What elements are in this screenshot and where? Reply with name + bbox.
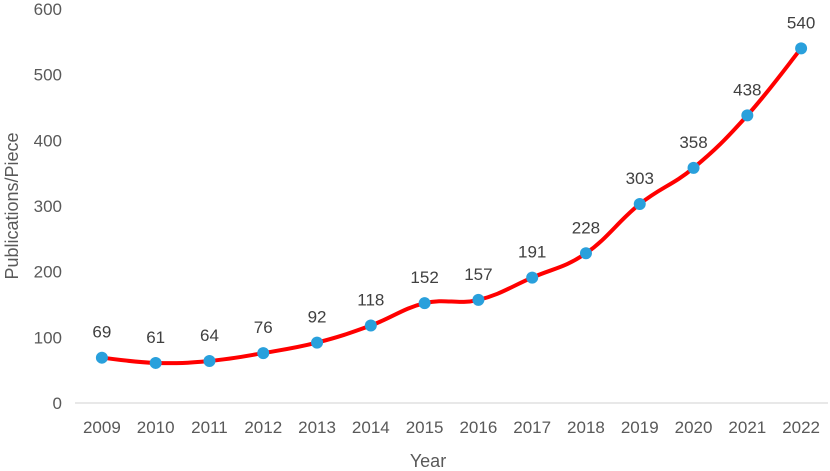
data-label: 76 xyxy=(254,318,273,337)
data-label: 303 xyxy=(626,169,654,188)
x-tick-label: 2009 xyxy=(83,418,121,437)
x-axis-title: Year xyxy=(410,451,446,471)
data-label: 92 xyxy=(308,308,327,327)
y-tick-label: 100 xyxy=(34,328,62,347)
data-label: 64 xyxy=(200,326,219,345)
data-point xyxy=(633,198,646,211)
y-tick-label: 600 xyxy=(34,0,62,19)
data-label: 61 xyxy=(146,328,165,347)
x-tick-label: 2021 xyxy=(728,418,766,437)
data-label: 191 xyxy=(518,243,546,262)
x-tick-label: 2014 xyxy=(352,418,390,437)
data-point xyxy=(203,354,216,367)
x-tick-label: 2010 xyxy=(137,418,175,437)
x-tick-label: 2013 xyxy=(298,418,336,437)
x-tick-label: 2018 xyxy=(567,418,605,437)
y-tick-label: 0 xyxy=(53,394,62,413)
data-point xyxy=(526,271,539,284)
x-axis-ticks: 2009 2010 2011 2012 2013 2014 2015 2016 2017 2018… xyxy=(83,418,820,437)
data-points xyxy=(95,42,808,369)
x-tick-label: 2017 xyxy=(513,418,551,437)
data-point xyxy=(311,336,324,349)
data-label: 228 xyxy=(572,218,600,237)
data-point xyxy=(149,356,162,369)
y-tick-label: 400 xyxy=(34,131,62,150)
x-tick-label: 2015 xyxy=(406,418,444,437)
x-tick-label: 2019 xyxy=(621,418,659,437)
data-label: 152 xyxy=(410,268,438,287)
x-tick-label: 2011 xyxy=(191,418,228,437)
y-axis-title: Publications/Piece xyxy=(2,132,22,279)
data-point xyxy=(687,161,700,174)
data-point xyxy=(418,297,431,310)
y-axis-ticks: 0 100 200 300 400 500 600 xyxy=(34,0,62,413)
y-tick-label: 200 xyxy=(34,263,62,282)
data-point xyxy=(472,293,485,306)
y-tick-label: 500 xyxy=(34,66,62,85)
data-point xyxy=(257,347,270,360)
y-tick-label: 300 xyxy=(34,197,62,216)
series-line xyxy=(99,46,804,366)
x-tick-label: 2022 xyxy=(782,418,820,437)
x-tick-label: 2020 xyxy=(675,418,713,437)
data-point xyxy=(795,42,808,55)
data-point xyxy=(95,351,108,364)
data-point xyxy=(364,319,377,332)
x-tick-label: 2012 xyxy=(244,418,282,437)
data-label: 358 xyxy=(679,133,707,152)
data-label: 157 xyxy=(464,265,492,284)
data-label: 540 xyxy=(787,13,815,32)
data-label: 69 xyxy=(92,323,111,342)
x-tick-label: 2016 xyxy=(459,418,497,437)
data-point xyxy=(741,109,754,122)
data-label: 118 xyxy=(357,291,384,310)
data-point xyxy=(579,247,592,260)
data-labels: 69 61 64 76 92 118 152 157 191 228 303 358 438 540 xyxy=(92,13,815,347)
data-label: 438 xyxy=(733,80,761,99)
